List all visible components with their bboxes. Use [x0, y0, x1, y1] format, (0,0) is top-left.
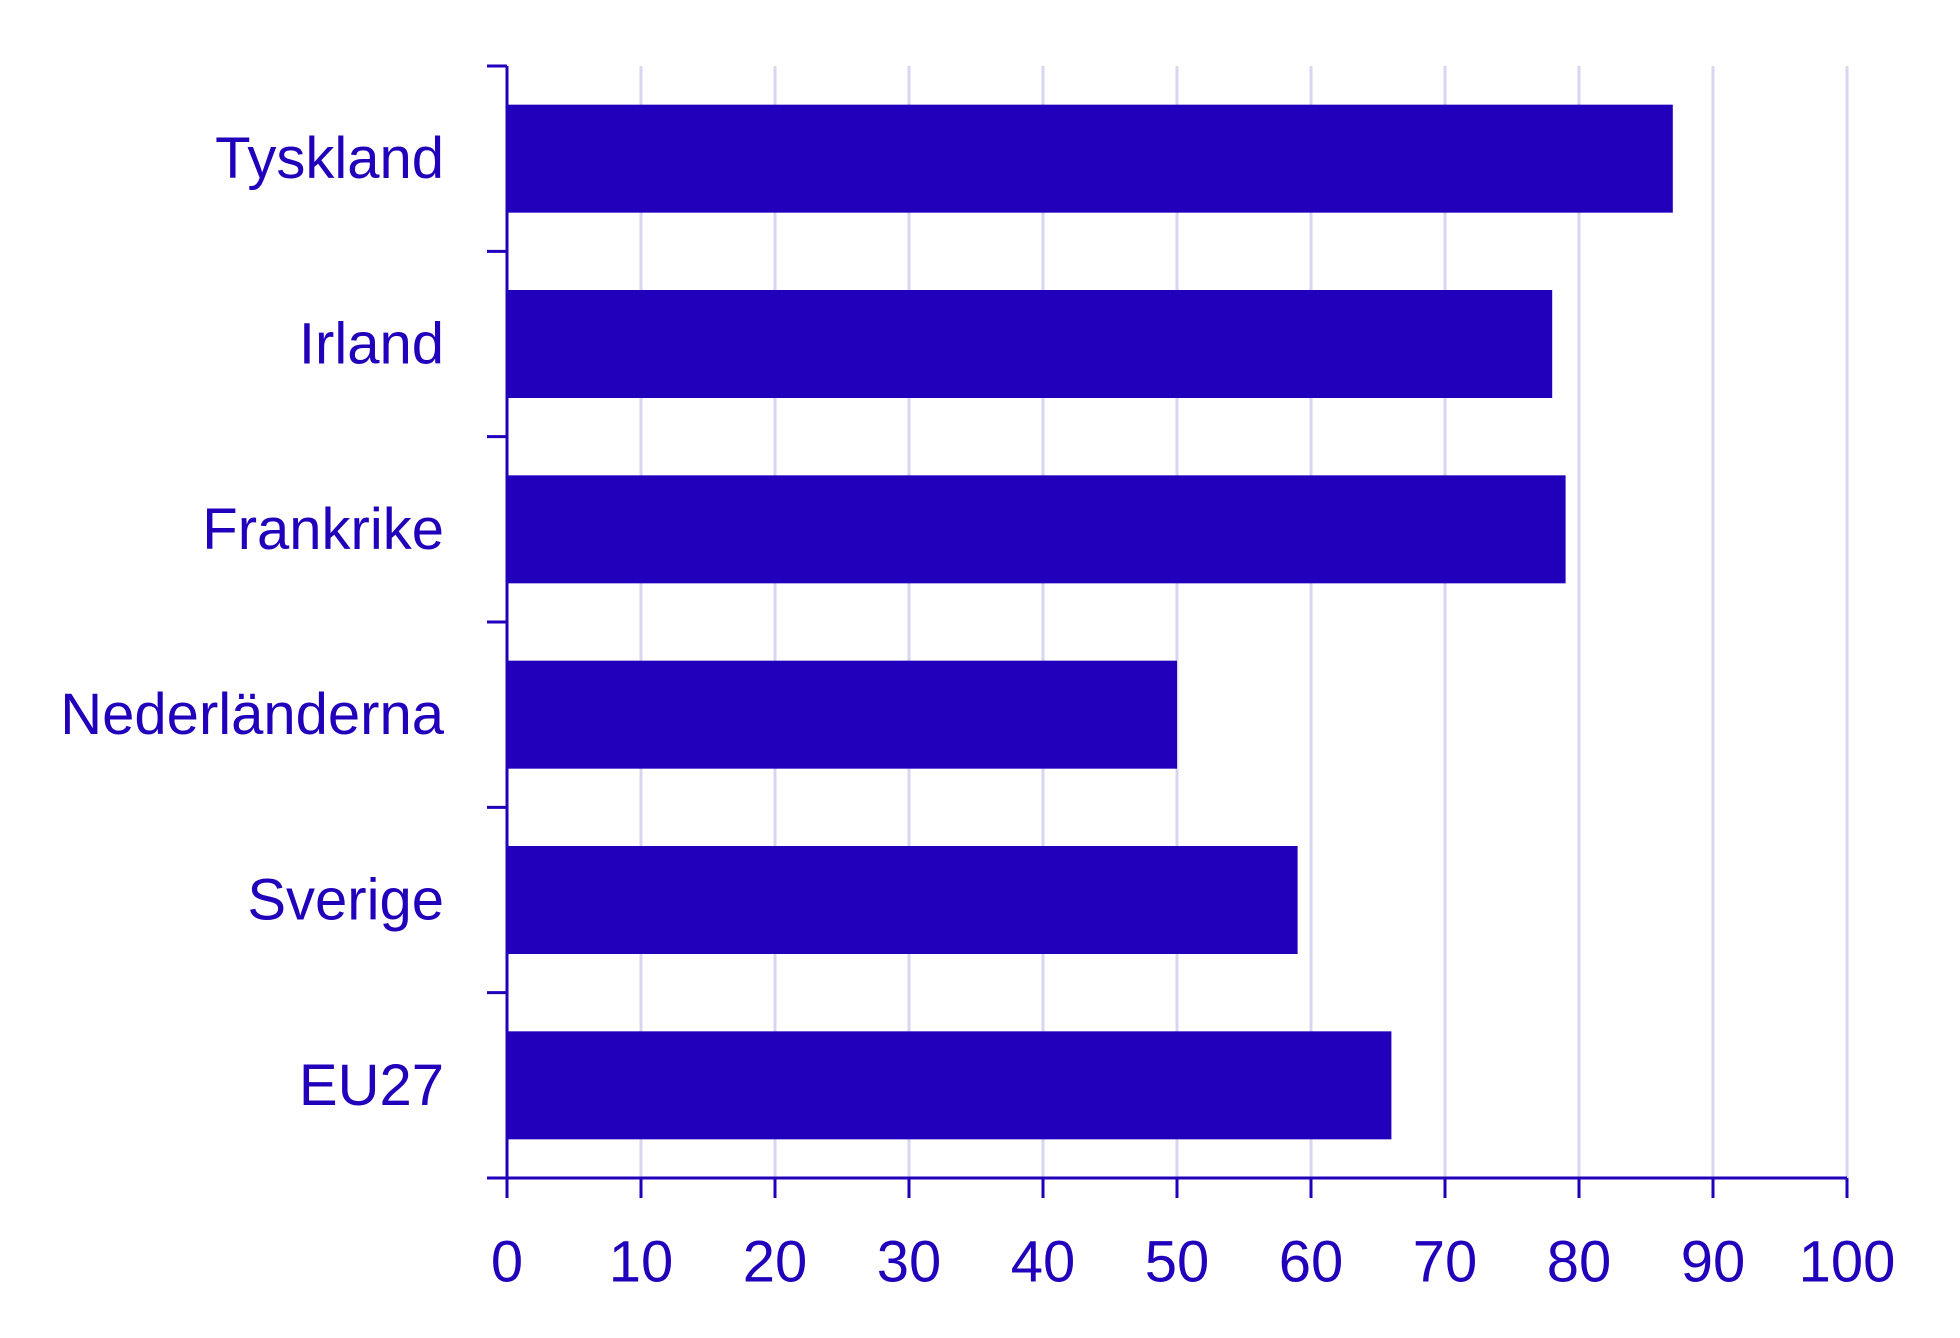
x-tick-label: 40 — [1011, 1230, 1076, 1295]
labels: Tyskland Irland Frankrike Nederländerna Sver… — [60, 126, 1895, 1294]
x-tick-label: 50 — [1145, 1230, 1210, 1295]
x-tick-label: 20 — [743, 1230, 808, 1295]
category-label: Nederländerna — [60, 682, 444, 747]
category-label: Irland — [299, 312, 444, 377]
bar-eu27 — [507, 1031, 1392, 1140]
category-label: Frankrike — [202, 497, 444, 562]
x-tick-label: 70 — [1413, 1230, 1478, 1295]
bar-sverige — [507, 846, 1298, 954]
x-tick-label: 0 — [491, 1230, 523, 1295]
category-label: Sverige — [247, 868, 444, 933]
x-tick-label: 90 — [1681, 1230, 1746, 1295]
x-tick-label: 60 — [1279, 1230, 1344, 1295]
x-tick-label: 80 — [1547, 1230, 1612, 1295]
gridlines — [639, 66, 1849, 1178]
bar-tyskland — [507, 104, 1673, 213]
category-label: Tyskland — [215, 126, 444, 191]
x-tick-label: 30 — [877, 1230, 942, 1295]
axes — [487, 64, 1849, 1198]
category-label: EU27 — [299, 1053, 444, 1118]
bar-frankrike — [507, 475, 1566, 584]
x-tick-label: 100 — [1799, 1230, 1896, 1295]
x-tick-label: 10 — [609, 1230, 674, 1295]
bar-irland — [507, 290, 1553, 398]
bars — [507, 104, 1673, 1140]
bar-nederländerna — [507, 660, 1177, 769]
